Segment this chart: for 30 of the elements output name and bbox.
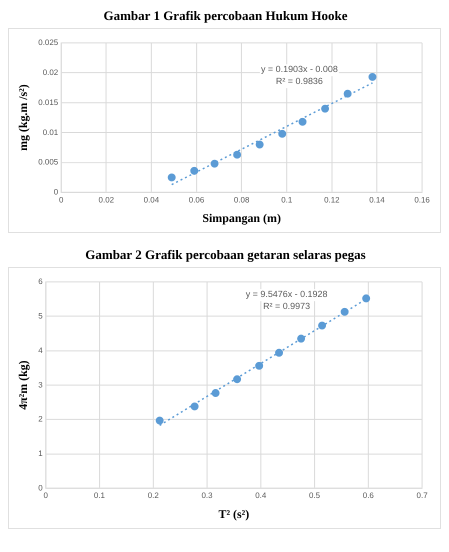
point <box>156 416 164 425</box>
chart-title: Gambar 2 Grafik percobaan getaran selaras pegas <box>84 247 367 263</box>
point <box>318 322 326 330</box>
point <box>340 308 349 316</box>
y-axis-title: 4π²m (kg) <box>16 360 30 410</box>
point <box>233 150 242 159</box>
point <box>368 72 376 81</box>
y-axis-title: mg (kg.m /s²) <box>16 84 30 151</box>
point <box>168 173 176 182</box>
point <box>256 140 264 149</box>
point <box>275 348 284 357</box>
annotation: y = 0.1903x - 0.008 <box>260 64 338 74</box>
point <box>210 160 219 168</box>
point <box>298 118 307 126</box>
point <box>321 104 330 113</box>
annotation: y = 9.5476x - 0.1928 <box>246 289 328 300</box>
point <box>233 375 242 384</box>
point <box>255 362 264 370</box>
point <box>278 130 286 138</box>
point <box>362 294 370 302</box>
point <box>190 402 199 410</box>
point <box>297 334 306 343</box>
point <box>212 389 220 397</box>
annotation: R² = 0.9836 <box>276 76 323 86</box>
chart-title: Gambar 1 Grafik percobaan Hukum Hooke <box>102 8 349 24</box>
x-axis-title: Simpangan (m) <box>202 211 281 225</box>
point <box>190 166 198 175</box>
point <box>344 90 352 98</box>
x-axis-title: T² (s²) <box>218 506 250 521</box>
annotation: R² = 0.9973 <box>263 301 310 311</box>
